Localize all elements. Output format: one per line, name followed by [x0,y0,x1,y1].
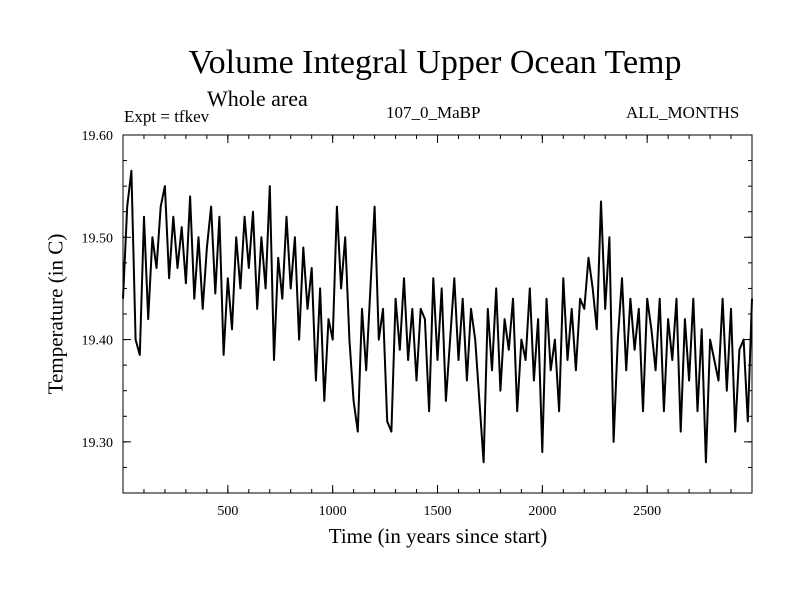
period-label: ALL_MONTHS [626,103,740,122]
x-axis-label: Time (in years since start) [328,524,548,548]
chart-subtitle: Whole area [207,86,308,111]
x-tick-label: 500 [217,504,238,519]
run-label: 107_0_MaBP [386,103,481,122]
y-tick-label: 19.40 [82,334,114,349]
y-axis-label: Temperature (in C) [43,233,68,395]
y-tick-label: 19.60 [82,129,114,144]
plot-frame [122,134,753,494]
x-tick-label: 1000 [319,504,347,519]
x-tick-label: 1500 [424,504,452,519]
y-tick-label: 19.50 [82,231,114,246]
data-series-0 [122,169,753,464]
experiment-label: Expt = tfkev [124,107,210,126]
y-tick-label: 19.30 [82,436,114,451]
x-tick-label: 2000 [528,504,556,519]
x-tick-label: 2500 [633,504,661,519]
chart-title: Volume Integral Upper Ocean Temp [188,44,682,81]
